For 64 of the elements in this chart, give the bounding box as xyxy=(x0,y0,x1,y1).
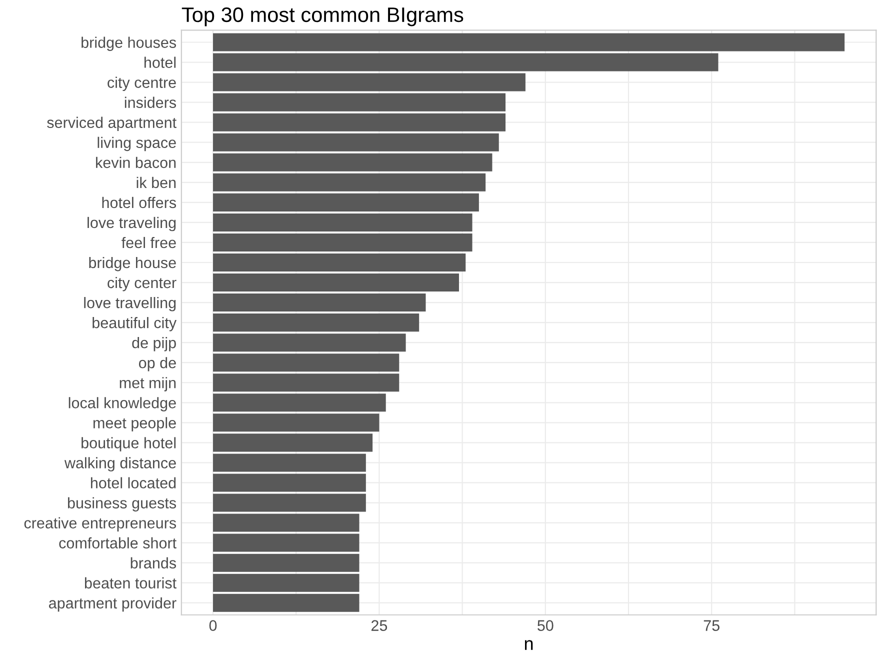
bar xyxy=(213,334,406,352)
x-tick-label: 75 xyxy=(704,620,720,631)
y-tick-label: insiders xyxy=(124,96,176,108)
y-tick-label: met mijn xyxy=(120,377,176,392)
bar xyxy=(213,173,486,192)
bar xyxy=(213,53,718,72)
bar xyxy=(213,193,479,212)
chart-title: Top 30 most common BIgrams xyxy=(182,7,464,26)
bar xyxy=(213,233,472,252)
bar xyxy=(213,474,366,492)
x-axis-title: n xyxy=(524,640,533,650)
bar xyxy=(213,554,360,572)
bar xyxy=(213,153,492,172)
bar xyxy=(213,294,426,312)
y-tick-label: creative entrepreneurs xyxy=(24,517,176,532)
bar xyxy=(213,213,472,232)
y-tick-label: beautiful city xyxy=(92,317,177,332)
y-tick-label: comfortable short xyxy=(59,537,176,548)
y-tick-label: bridge house xyxy=(89,256,176,272)
bar xyxy=(213,354,400,372)
bar xyxy=(213,374,400,392)
bar xyxy=(213,113,506,132)
y-tick-label: boutique hotel xyxy=(82,437,176,452)
x-tick-label: 25 xyxy=(371,620,388,631)
y-tick-label: city centre xyxy=(108,76,176,92)
y-tick-label: hotel located xyxy=(90,477,176,488)
y-tick-label: op de xyxy=(138,357,176,372)
y-tick-label: meet people xyxy=(94,417,176,432)
y-tick-label: city center xyxy=(108,276,176,292)
y-tick-label: living space xyxy=(98,136,176,152)
bar xyxy=(213,73,526,92)
bar xyxy=(213,574,360,592)
y-tick-label: beaten tourist xyxy=(84,577,176,589)
x-tick-label: 50 xyxy=(538,620,554,631)
bar xyxy=(213,314,420,332)
bar xyxy=(213,93,506,112)
y-tick-label: de pijp xyxy=(132,337,176,352)
y-tick-label: love travelling xyxy=(84,297,176,312)
y-tick-label: feel free xyxy=(122,236,176,248)
bar xyxy=(213,594,360,612)
y-tick-label: hotel offers xyxy=(102,196,176,208)
bar xyxy=(213,274,459,292)
bar xyxy=(213,33,845,52)
y-tick-label: brands xyxy=(130,557,176,569)
bar xyxy=(213,414,380,432)
y-tick-label: business guests xyxy=(68,497,176,512)
y-tick-label: bridge houses xyxy=(82,36,176,51)
y-tick-label: apartment provider xyxy=(48,597,176,612)
bar xyxy=(213,454,366,472)
bar xyxy=(213,514,360,532)
bar xyxy=(213,133,499,152)
bar xyxy=(213,434,373,452)
y-tick-label: kevin bacon xyxy=(96,156,176,168)
bar xyxy=(213,253,466,272)
y-tick-label: love traveling xyxy=(88,216,176,232)
y-tick-label: ik ben xyxy=(136,176,176,188)
bar xyxy=(213,494,366,512)
y-tick-label: hotel xyxy=(144,56,176,68)
x-tick-label: 0 xyxy=(209,620,217,631)
y-tick-label: serviced apartment xyxy=(47,116,176,132)
y-tick-label: local knowledge xyxy=(68,397,176,412)
bar xyxy=(213,394,386,412)
y-tick-label: walking distance xyxy=(64,457,176,472)
bar xyxy=(213,534,360,552)
